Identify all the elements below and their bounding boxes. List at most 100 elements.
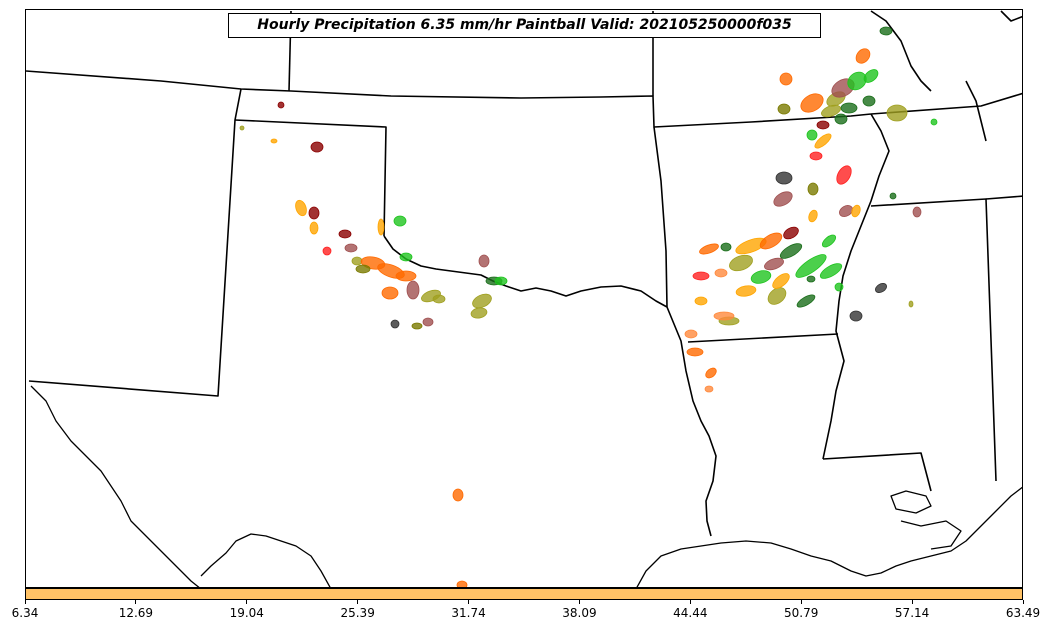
precip-paintball-blob: [821, 234, 837, 248]
border-ar-la: [687, 333, 839, 343]
precip-paintball-blob: [694, 296, 708, 306]
precip-paintball-blob: [686, 347, 704, 357]
colorbar-tick-mark: [689, 600, 691, 604]
precip-paintball-blob: [338, 229, 352, 239]
border-red-river: [383, 235, 668, 308]
coast-texas: [30, 385, 200, 587]
colorbar-tick-mark: [1022, 600, 1024, 604]
coast-gulf: [200, 533, 331, 587]
border-ms-al: [870, 198, 997, 482]
precip-paintball-blob: [684, 329, 698, 339]
precip-paintball-blob: [806, 275, 816, 283]
precip-paintball-blob: [692, 271, 710, 281]
border-mississippi: [822, 113, 890, 460]
map-canvas: [26, 10, 1022, 587]
border-al-ga: [985, 195, 1022, 200]
precip-paintball-blob: [390, 319, 400, 329]
precip-blobs: [239, 26, 938, 587]
colorbar-tick-label: 19.04: [229, 606, 264, 620]
precip-paintball-blob: [851, 204, 861, 218]
precip-paintball-blob: [875, 283, 887, 293]
precip-paintball-blob: [834, 113, 848, 125]
precip-paintball-blob: [807, 182, 819, 196]
precip-paintball-blob: [406, 280, 420, 300]
precip-paintball-blob: [295, 199, 307, 217]
colorbar-tick-mark: [357, 600, 359, 604]
precip-paintball-blob: [779, 243, 803, 259]
precip-paintball-blob: [840, 102, 858, 114]
precip-paintball-blob: [773, 191, 793, 207]
precip-paintball-blob: [816, 120, 830, 130]
precip-paintball-blob: [713, 311, 735, 321]
precip-paintball-blob: [309, 221, 319, 235]
colorbar-tick-mark: [246, 600, 248, 604]
colorbar-tick-mark: [578, 600, 580, 604]
precip-paintball-blob: [839, 205, 853, 217]
precip-paintball-blob: [847, 71, 867, 91]
colorbar-tick-label: 25.39: [340, 606, 375, 620]
precip-paintball-blob: [393, 215, 407, 227]
colorbar-tick-label: 63.49: [1005, 606, 1041, 620]
precip-paintball-blob: [714, 268, 728, 278]
colorbar-tick-label: 44.44: [673, 606, 708, 620]
precip-paintball-blob: [432, 294, 446, 304]
precip-paintball-blob: [795, 254, 827, 278]
precip-paintball-blob: [351, 256, 363, 266]
precip-paintball-blob: [783, 226, 799, 240]
border-north-line: [26, 70, 872, 128]
precip-paintball-blob: [879, 26, 893, 36]
precip-paintball-blob: [863, 69, 879, 83]
precip-paintball-blob: [472, 293, 492, 309]
precip-paintball-blob: [729, 254, 753, 272]
precip-paintball-blob: [270, 138, 278, 144]
colorbar-tick-mark: [24, 600, 26, 604]
precip-paintball-blob: [849, 310, 863, 322]
precip-paintball-blob: [808, 209, 818, 223]
precip-paintball-blob: [452, 488, 464, 502]
coastline: [30, 385, 1022, 587]
state-borders: [26, 10, 1022, 537]
precip-paintball-blob: [456, 580, 468, 587]
coast-upper: [636, 486, 1022, 587]
precip-paintball-blob: [395, 270, 417, 282]
precip-paintball-blob: [836, 165, 852, 185]
precip-paintball-blob: [750, 270, 772, 284]
precip-paintball-blob: [355, 264, 371, 274]
precip-paintball-blob: [806, 129, 818, 141]
precip-paintball-blob: [912, 206, 922, 218]
precip-paintball-blob: [814, 133, 832, 149]
precip-paintball-blob: [699, 243, 719, 255]
precip-paintball-blob: [759, 232, 783, 250]
border-tn-ky: [870, 92, 1022, 115]
colorbar-tick-label: 12.69: [118, 606, 154, 620]
border-tx-la-sabine: [666, 306, 717, 537]
colorbar-tick-label: 38.09: [562, 606, 597, 620]
precip-paintball-blob: [855, 48, 871, 64]
border-co-nm-west: [28, 88, 242, 397]
precip-paintball-blob: [411, 322, 423, 330]
coast-mobile-bay: [890, 490, 932, 514]
precip-paintball-blob: [886, 104, 908, 122]
colorbar-tick-mark: [800, 600, 802, 604]
precip-paintball-blob: [344, 243, 358, 253]
precip-paintball-blob: [381, 286, 399, 300]
colorbar-tick-label: 31.74: [451, 606, 486, 620]
border-mo-ky: [870, 10, 932, 92]
border-ms-la: [822, 452, 932, 492]
colorbar: [25, 588, 1023, 600]
precip-paintball-blob: [800, 93, 824, 113]
precip-paintball-blob: [889, 192, 897, 200]
map-title: Hourly Precipitation 6.35 mm/hr Paintbal…: [228, 13, 821, 38]
precip-paintball-blob: [399, 252, 413, 262]
precip-paintball-blob: [764, 257, 784, 271]
precip-paintball-blob: [821, 104, 841, 118]
colorbar-tick-label: 6.34: [11, 606, 39, 620]
precip-paintball-blob: [908, 300, 914, 308]
precip-paintball-blob: [308, 206, 320, 220]
precip-paintball-blob: [494, 276, 508, 286]
precip-paintball-blob: [767, 287, 787, 305]
precip-paintball-blob: [478, 254, 490, 268]
precip-paintball-blob: [705, 367, 717, 379]
border-ok-ar: [653, 126, 668, 308]
map-panel: [25, 9, 1023, 588]
